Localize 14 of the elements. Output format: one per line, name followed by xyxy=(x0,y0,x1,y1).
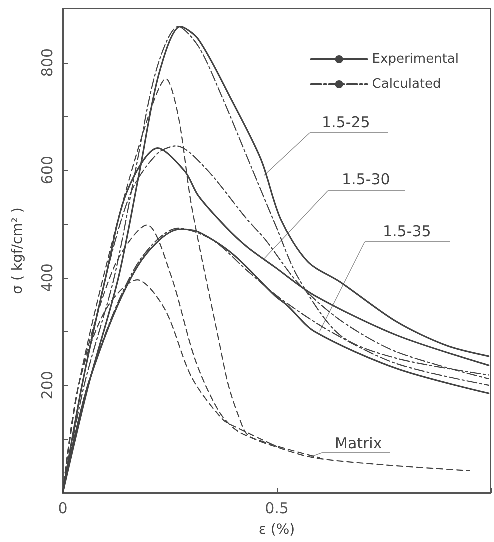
y-tick-label: 800 xyxy=(38,48,56,78)
x-axis-title: ε (%) xyxy=(258,522,296,538)
annotation: 1.5-30 xyxy=(342,170,390,188)
annotation: 1.5-25 xyxy=(322,114,370,132)
y-tick-label: 400 xyxy=(38,264,56,292)
y-tick-label: 200 xyxy=(38,371,56,400)
annotation: 1.5-35 xyxy=(383,222,432,240)
annotation: Matrix xyxy=(335,434,382,452)
legend-label: Experimental xyxy=(372,52,460,67)
legend-label: Calculated xyxy=(372,77,442,92)
x-tick-label: 0.5 xyxy=(265,500,289,518)
y-axis-title: σ ( kgf/cm² ) xyxy=(10,208,26,294)
x-tick-label: 0 xyxy=(58,500,68,518)
y-tick-label: 600 xyxy=(38,156,56,185)
